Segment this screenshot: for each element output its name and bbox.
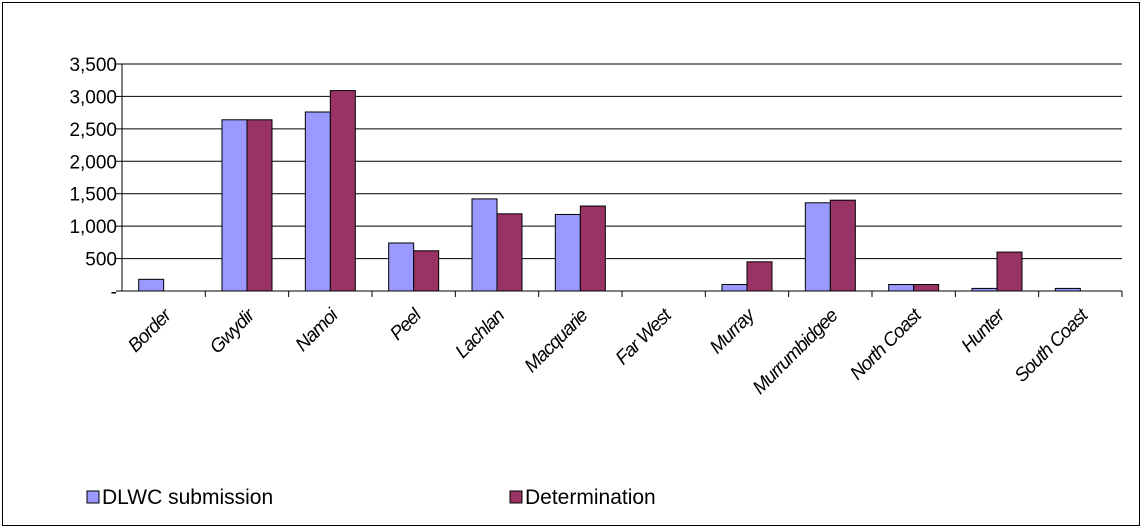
category-label: Murray [706,304,760,358]
legend-label: Determination [525,486,656,509]
category-label: Hunter [958,305,1010,357]
y-tick-label: 3,000 [69,87,117,108]
category-label: Far West [612,304,677,369]
category-label: Border [124,305,176,357]
bar-dlwc-submission-gwydir [221,119,248,292]
bar-dlwc-submission-peel [388,242,415,292]
legend-label: DLWC submission [102,486,273,509]
category-label: Lachlan [452,305,509,362]
category-label: Murrumbidgee [749,305,842,398]
bar-dlwc-submission-lachlan [471,198,498,292]
bar-determination-hunter [996,251,1023,292]
category-label: Macquarie [521,305,593,377]
bar-determination-lachlan [496,213,523,292]
bar-determination-murray [746,261,773,292]
bar-dlwc-submission-namoi [304,111,331,292]
category-label: North Coast [846,304,926,384]
y-tick-label: 2,500 [69,120,117,141]
bar-determination-murrumbidgee [829,199,856,292]
y-tick-label: 1,500 [69,185,117,206]
bar-dlwc-submission-macquarie [554,213,581,292]
bar-determination-gwydir [246,119,273,292]
bar-dlwc-submission-border [138,278,165,292]
bar-determination-peel [413,250,440,292]
legend-swatch [86,490,100,504]
y-tick-label: 1,000 [69,217,117,238]
category-label: South Coast [1011,304,1093,386]
bar-dlwc-submission-murrumbidgee [804,202,831,292]
y-tick-label: 2,000 [69,152,117,173]
bar-determination-namoi [329,90,356,292]
bar-dlwc-submission-murray [721,284,748,292]
y-tick-label: 500 [85,250,117,271]
category-label: Gwydir [206,305,260,359]
y-tick-label: - [111,282,117,303]
bar-dlwc-submission-north-coast [888,284,915,292]
category-label: Peel [386,304,426,344]
category-label: Namoi [292,304,343,355]
bar-determination-macquarie [579,205,606,292]
bar-determination-north-coast [913,284,940,292]
legend-swatch [509,490,523,504]
y-tick-label: 3,500 [69,55,117,76]
